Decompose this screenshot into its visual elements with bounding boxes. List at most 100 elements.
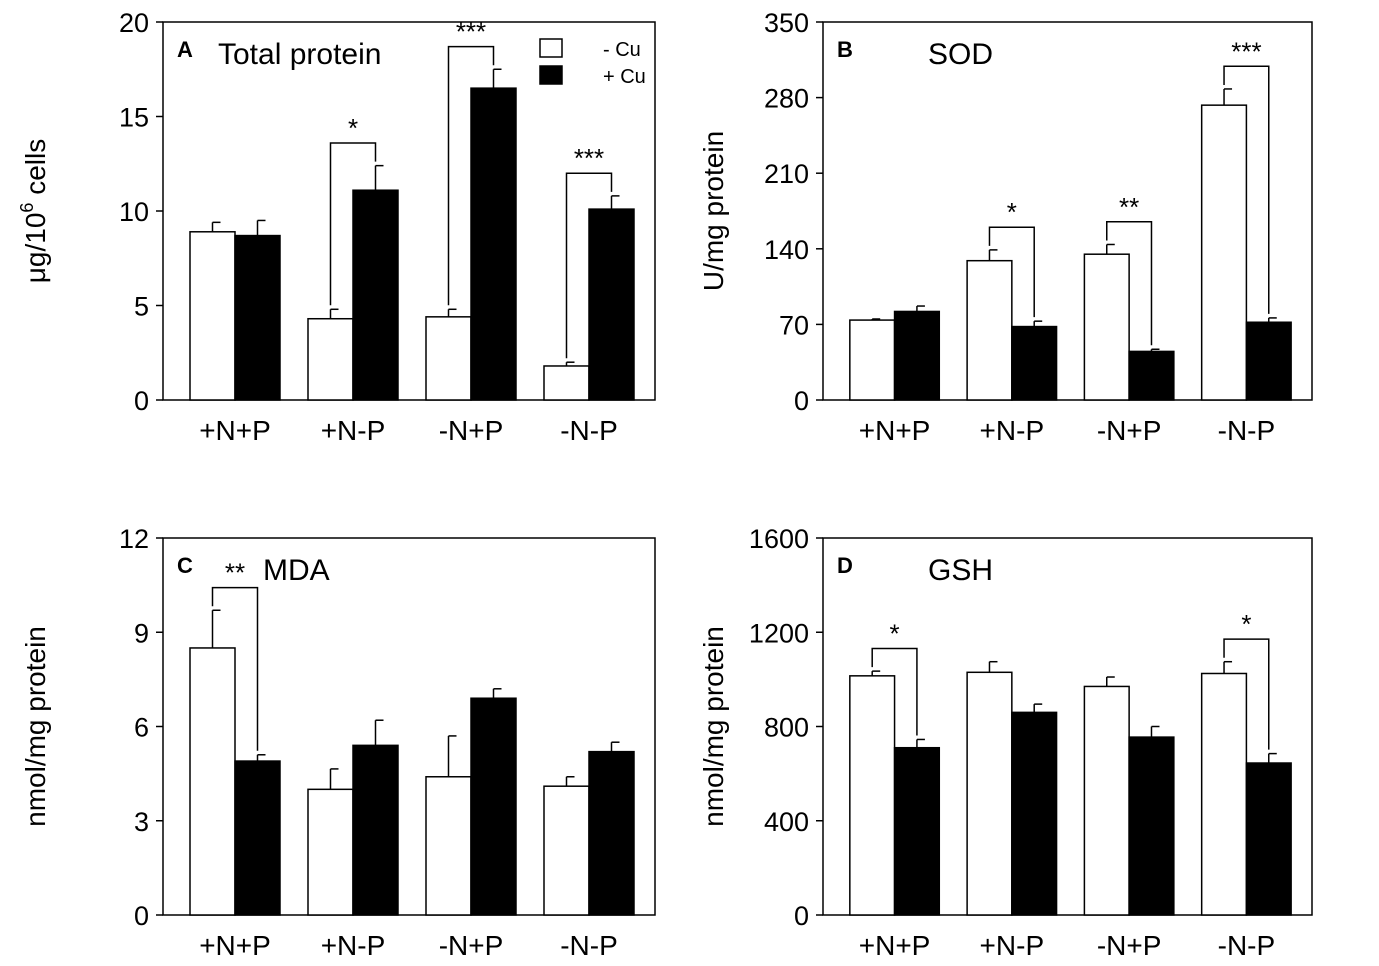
x-tick-label: +N-P: [321, 930, 386, 961]
x-tick-label: -N+P: [1097, 415, 1162, 446]
bar-plus-cu: [470, 697, 517, 916]
legend: - Cu + Cu: [539, 38, 646, 88]
legend-swatch: [539, 38, 563, 58]
x-tick-label: +N-P: [980, 930, 1045, 961]
legend-label: + Cu: [603, 66, 646, 88]
x-tick-label: +N+P: [859, 930, 931, 961]
significance-label: **: [1119, 192, 1139, 222]
bar-plus-cu: [1245, 762, 1292, 916]
x-tick-label: -N-P: [1218, 930, 1276, 961]
y-tick-label: 70: [779, 310, 809, 340]
x-tick-label: +N+P: [199, 930, 271, 961]
y-axis-label-text: U/mg protein: [698, 131, 729, 291]
bar-plus-cu: [588, 208, 635, 401]
legend-swatch: [539, 65, 563, 85]
significance-bracket: [447, 45, 495, 306]
bar-plus-cu: [352, 189, 399, 401]
bar-plus-cu: [1011, 711, 1058, 916]
bar-minus-cu: [307, 788, 354, 916]
significance-label: *: [1007, 197, 1017, 227]
bar-minus-cu: [189, 647, 236, 916]
significance-bracket: [1223, 638, 1270, 750]
y-tick-label: 5: [134, 292, 149, 322]
bar-plus-cu: [1128, 736, 1175, 916]
y-tick-label: 15: [119, 103, 149, 133]
y-tick-label: 0: [794, 901, 809, 931]
plot-frame: [822, 21, 1313, 401]
y-axis-label: μg/106 cells: [17, 139, 51, 283]
panel-letter: B: [837, 37, 853, 62]
x-tick-label: +N-P: [321, 415, 386, 446]
y-tick-label: 210: [764, 159, 809, 189]
bar-minus-cu: [849, 319, 896, 401]
y-axis-label-text: nmol/mg protein: [20, 626, 51, 827]
significance-label: **: [225, 558, 245, 588]
panel-title: Total protein: [218, 38, 381, 71]
panel-letter: D: [837, 553, 853, 578]
y-tick-label: 0: [134, 386, 149, 416]
bar-plus-cu: [588, 750, 635, 916]
significance-label: *: [1241, 609, 1251, 639]
y-tick-label: 0: [134, 901, 149, 931]
bar-minus-cu: [1083, 685, 1130, 916]
y-tick-label: 10: [119, 197, 149, 227]
y-tick-label: 350: [764, 8, 809, 38]
bar-plus-cu: [1245, 321, 1292, 401]
panel-c: 0 3 6 9 12 nmol/mg protein C MDA +N+P +N-P -N+P -N-…: [20, 524, 656, 961]
bar-minus-cu: [1083, 253, 1130, 401]
significance-label: ***: [456, 17, 486, 47]
panel-letter: C: [177, 553, 193, 578]
significance-bracket: [871, 647, 918, 736]
bar-minus-cu: [1200, 672, 1248, 916]
y-tick-label: 400: [764, 807, 809, 837]
y-tick-label: 3: [134, 807, 149, 837]
y-tick-label: 6: [134, 713, 149, 743]
y-tick-label: 9: [134, 618, 149, 648]
y-axis-label-text: nmol/mg protein: [698, 626, 729, 827]
y-axis-label-superscript: 6: [17, 203, 37, 213]
bar-plus-cu: [1011, 325, 1058, 401]
x-tick-label: -N+P: [439, 930, 504, 961]
bar-plus-cu: [893, 746, 941, 916]
y-tick-label: 280: [764, 84, 809, 114]
bar-minus-cu: [425, 776, 472, 916]
significance-bracket: [1106, 221, 1153, 346]
panel-title: SOD: [928, 38, 993, 71]
significance-bracket: [329, 142, 377, 306]
x-tick-label: +N+P: [199, 415, 271, 446]
y-tick-label: 1200: [749, 618, 809, 648]
bar-plus-cu: [470, 87, 517, 401]
panel-title: GSH: [928, 554, 993, 587]
significance-label: *: [348, 113, 358, 143]
bar-minus-cu: [543, 365, 590, 401]
y-axis-label: nmol/mg protein: [698, 626, 729, 827]
x-tick-label: -N+P: [1097, 930, 1162, 961]
y-axis-label-text: μg/10: [20, 213, 51, 284]
x-tick-label: -N-P: [560, 930, 618, 961]
significance-bracket: [1223, 65, 1270, 314]
bar-minus-cu: [849, 675, 896, 916]
significance-label: ***: [1231, 36, 1261, 66]
bar-plus-cu: [893, 310, 941, 401]
bar-plus-cu: [1128, 350, 1175, 401]
panel-letter: A: [177, 37, 193, 62]
y-tick-label: 0: [794, 386, 809, 416]
significance-label: *: [889, 619, 899, 649]
x-tick-label: -N+P: [439, 415, 504, 446]
x-tick-label: -N-P: [560, 415, 618, 446]
significance-label: ***: [574, 143, 604, 173]
bar-minus-cu: [966, 259, 1013, 401]
bar-minus-cu: [189, 231, 236, 401]
significance-bracket: [211, 586, 259, 751]
y-tick-label: 12: [119, 524, 149, 554]
bar-minus-cu: [1200, 104, 1248, 401]
bar-plus-cu: [234, 760, 281, 916]
significance-bracket: [988, 226, 1035, 318]
bar-minus-cu: [543, 785, 590, 916]
bar-minus-cu: [966, 671, 1013, 916]
panel-a: 0 5 10 15 20 μg/106 cells A Total protein +N+P +N…: [17, 8, 656, 446]
y-tick-label: 140: [764, 235, 809, 265]
x-tick-label: -N-P: [1218, 415, 1276, 446]
significance-bracket: [565, 172, 613, 359]
x-tick-label: +N+P: [859, 415, 931, 446]
